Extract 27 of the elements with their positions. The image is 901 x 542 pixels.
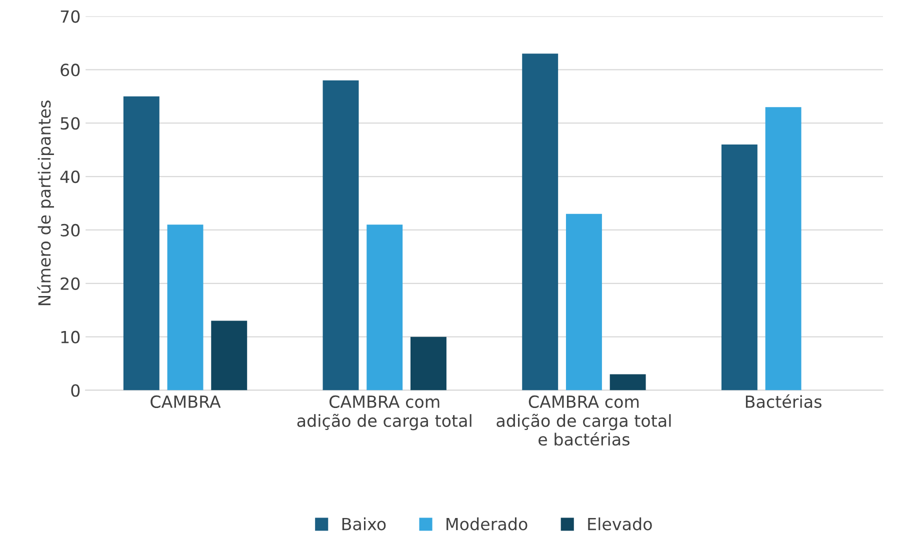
bar (765, 107, 802, 390)
bar (610, 374, 646, 390)
y-tick-label: 30 (60, 224, 80, 237)
bar (211, 320, 248, 390)
y-tick-label: 40 (60, 170, 80, 184)
x-tick-label: CAMBRA com adição de carga total e bactérias (496, 395, 671, 446)
bar (366, 224, 403, 390)
y-tick-label: 20 (60, 277, 80, 290)
y-tick-label: 60 (60, 64, 80, 76)
bar (522, 54, 558, 390)
bar (322, 80, 359, 390)
bar (566, 214, 602, 390)
y-tick-label: 0 (71, 384, 80, 397)
bar (410, 336, 446, 390)
x-tick-label: CAMBRA (150, 395, 221, 408)
y-tick-label: 70 (60, 10, 80, 23)
x-tick-label: Bactérias (746, 394, 822, 408)
bar (721, 144, 758, 390)
legend-label: Baixo (342, 517, 386, 530)
legend-label: Moderado (446, 517, 528, 530)
y-axis-title: Número de participantes (37, 100, 54, 306)
y-tick-label: 10 (61, 330, 80, 344)
x-tick-label: CAMBRA com adição de carga total (297, 395, 472, 430)
legend-label: Elevado (588, 517, 652, 530)
bar (123, 96, 160, 390)
y-tick-label: 50 (60, 117, 80, 130)
bar (167, 224, 204, 390)
